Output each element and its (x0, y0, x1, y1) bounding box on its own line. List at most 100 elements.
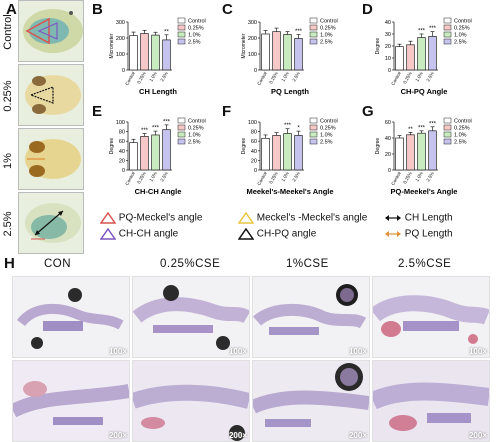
y-tick-label: 0 (122, 68, 125, 74)
y-tick-label: 0 (254, 168, 257, 174)
legend-label: 2.5% (188, 40, 201, 46)
chart-pq-length: 0 100 200 300 Micrometer Control 0.25% 1.0% *** 2… (238, 14, 362, 106)
y-axis-label: Degree (375, 38, 381, 55)
chart-svg: 0 20 40 60 80 100 Degree Control *** 0.25% *** 1.0%… (109, 117, 206, 196)
bar-10 (417, 37, 426, 71)
significance-mark: *** (418, 125, 426, 131)
y-axis-label: Degree (109, 138, 115, 155)
panel-label-e: E (92, 103, 103, 120)
y-tick-label: 80 (119, 130, 125, 136)
legend-swatch (177, 117, 186, 124)
bar-025 (272, 135, 281, 171)
y-tick-label: 100 (116, 120, 125, 126)
bar-10 (283, 34, 292, 71)
y-tick-label: 40 (385, 20, 391, 26)
legend-swatch (443, 38, 452, 45)
legend-label: Control (454, 19, 472, 25)
x-tick-label: 1.0% (414, 171, 423, 182)
triangle-icon (237, 227, 255, 240)
significance-mark: ** (408, 127, 413, 133)
row-label-control: Control (2, 14, 14, 50)
bar-025 (140, 136, 149, 171)
x-tick-label: 0.25% (136, 71, 147, 85)
legend-swatch (443, 138, 452, 145)
panel-label-b: B (92, 1, 103, 18)
panel-label-a: A (6, 1, 17, 18)
panel-label-g: G (362, 103, 374, 120)
triangle-icon (99, 227, 117, 240)
x-tick-label: 0.25% (402, 171, 413, 185)
y-tick-label: 60 (385, 120, 391, 126)
bar-10 (417, 132, 426, 171)
histo-title-25: 2.5%CSE (398, 258, 452, 270)
y-tick-label: 30 (385, 32, 391, 38)
significance-mark: *** (284, 123, 292, 129)
double-arrow-icon (385, 231, 401, 237)
chart-ch-length: 0 100 200 300 Micrometer Control 0.25% 1.0% ** 2.… (106, 14, 230, 106)
legend-swatch (309, 38, 318, 45)
y-tick-label: 40 (385, 136, 391, 142)
chart-pq-meekels-angle: 0 20 40 60 Degree Control ** 0.25% *** 1.0% *** 2.5… (372, 114, 496, 206)
bar-025 (406, 44, 415, 71)
bar-025 (272, 31, 281, 71)
x-tick-label: 0.25% (402, 71, 413, 85)
y-tick-label: 0 (122, 168, 125, 174)
histology-image-1-200x: 200× (252, 360, 370, 442)
legend-label: 0.25% (320, 126, 336, 132)
bar-25 (428, 36, 437, 71)
y-tick-label: 100 (248, 52, 257, 58)
chart-title: CH-CH Angle (135, 187, 182, 196)
bar-Control (261, 33, 270, 71)
legend-item-meckel-meckel: Meckel's -Meckel's angle (237, 211, 367, 224)
larva-image-control (18, 0, 84, 62)
histo-title-1: 1%CSE (286, 258, 329, 270)
panel-label-f: F (222, 103, 232, 120)
legend-label: Control (188, 119, 206, 125)
x-tick-label: Control (124, 171, 136, 186)
legend-swatch (309, 117, 318, 124)
x-tick-label: Control (256, 71, 268, 86)
legend-label: Control (188, 19, 206, 25)
legend-label: 2.5% (454, 40, 467, 46)
legend-label: 0.25% (454, 26, 470, 32)
bar-025 (140, 33, 149, 71)
row-label-1: 1% (2, 153, 14, 169)
legend-swatch (177, 138, 186, 145)
x-tick-label: 2.5% (159, 171, 168, 182)
legend-label: 0.25% (320, 26, 336, 32)
bar-10 (283, 133, 292, 171)
histology-image-con-100x: 100× (12, 276, 130, 358)
legend-swatch (443, 117, 452, 124)
y-tick-label: 200 (116, 36, 125, 42)
legend-swatch (177, 124, 186, 131)
y-tick-label: 80 (251, 130, 257, 136)
legend-item-ch-pq: CH-PQ angle (237, 227, 316, 240)
bar-Control (129, 142, 138, 171)
legend-item-ch-ch: CH-CH angle (99, 227, 178, 240)
y-axis-label: Micrometer (241, 33, 247, 58)
bar-25 (428, 130, 437, 171)
y-tick-label: 10 (385, 56, 391, 62)
y-tick-label: 60 (119, 139, 125, 145)
x-tick-label: Control (390, 171, 402, 186)
bar-25 (294, 135, 303, 171)
y-tick-label: 40 (251, 149, 257, 155)
x-tick-label: Control (390, 71, 402, 86)
legend-label: 0.25% (188, 126, 204, 132)
legend-item-pq-length: PQ Length (384, 228, 453, 240)
row-label-25: 2.5% (2, 211, 14, 237)
double-arrow-icon (385, 215, 401, 221)
y-tick-label: 20 (385, 44, 391, 50)
larva-image-1 (18, 128, 84, 190)
legend-swatch (309, 24, 318, 31)
bar-Control (395, 137, 404, 171)
y-axis-label: Degree (241, 138, 247, 155)
significance-mark: *** (429, 26, 437, 32)
legend-swatch (309, 31, 318, 38)
chart-ch-pq-angle: 0 10 20 30 40 Degree Control 0.25% *** 1.0% *** 2.5… (372, 14, 496, 106)
x-tick-label: 2.5% (291, 71, 300, 82)
y-tick-label: 20 (119, 158, 125, 164)
x-tick-label: 2.5% (159, 71, 168, 82)
